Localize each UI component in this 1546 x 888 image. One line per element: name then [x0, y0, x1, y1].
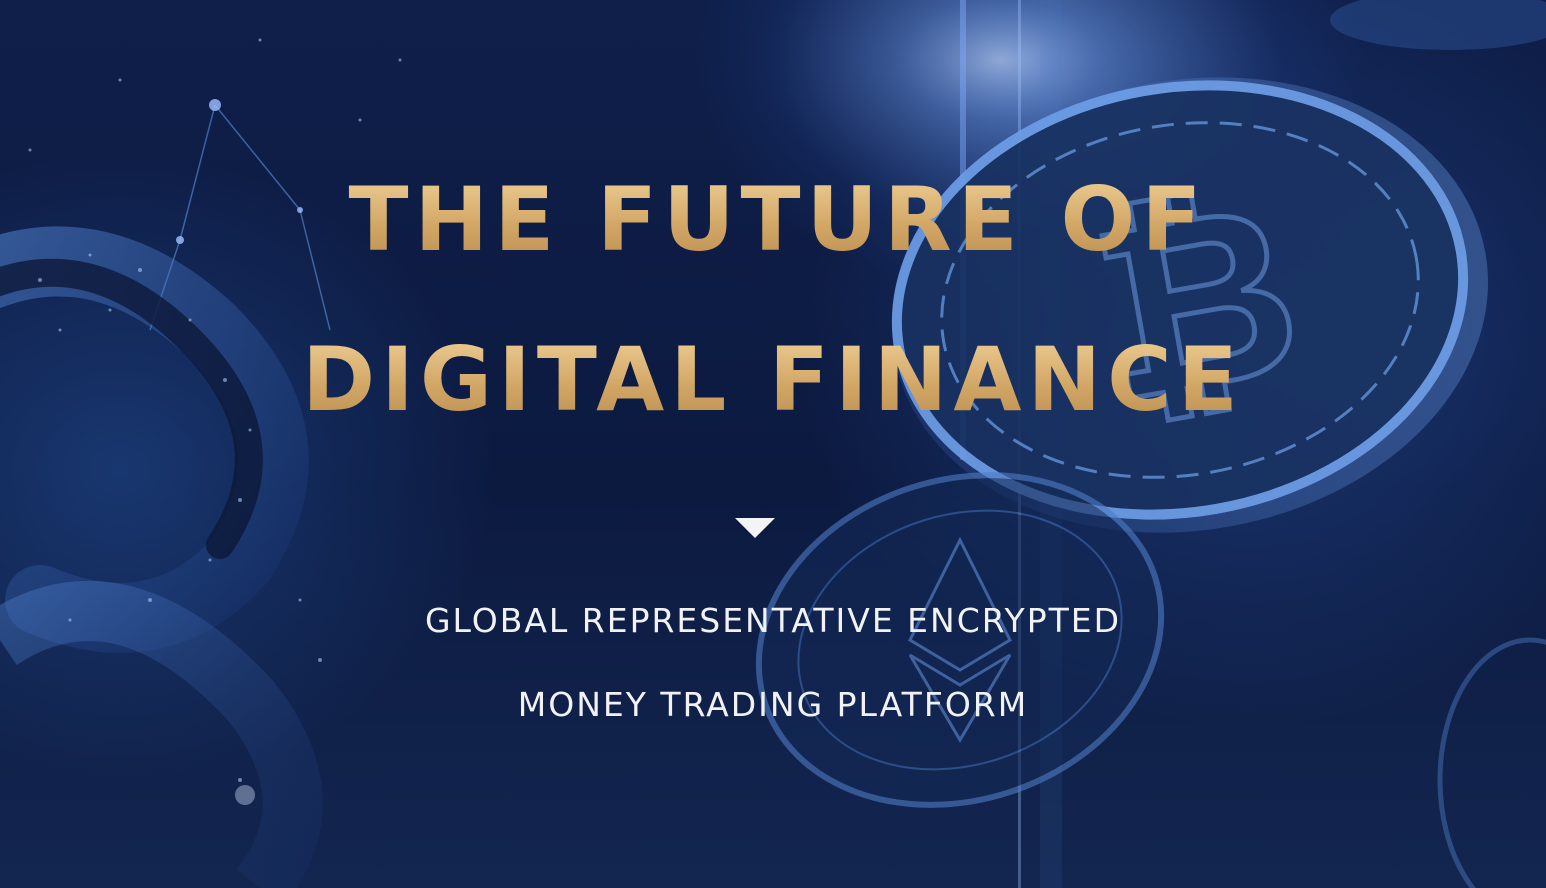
triangle-down-icon[interactable] — [735, 518, 775, 538]
ethereum-coin-icon — [755, 472, 1165, 808]
hero-subheadline: GLOBAL REPRESENTATIVE ENCRYPTED MONEY TR… — [0, 600, 1546, 726]
headline-line-2: DIGITAL FINANCE — [0, 328, 1546, 432]
chain-link-icon — [0, 226, 323, 888]
hero-headline: THE FUTURE OF DIGITAL FINANCE — [0, 168, 1546, 432]
subheadline-line-1: GLOBAL REPRESENTATIVE ENCRYPTED — [424, 601, 1122, 640]
bitcoin-coin-icon: ₿ — [891, 77, 1489, 533]
subheadline-line-2: MONEY TRADING PLATFORM — [517, 685, 1029, 724]
headline-line-1: THE FUTURE OF — [10, 168, 1546, 272]
